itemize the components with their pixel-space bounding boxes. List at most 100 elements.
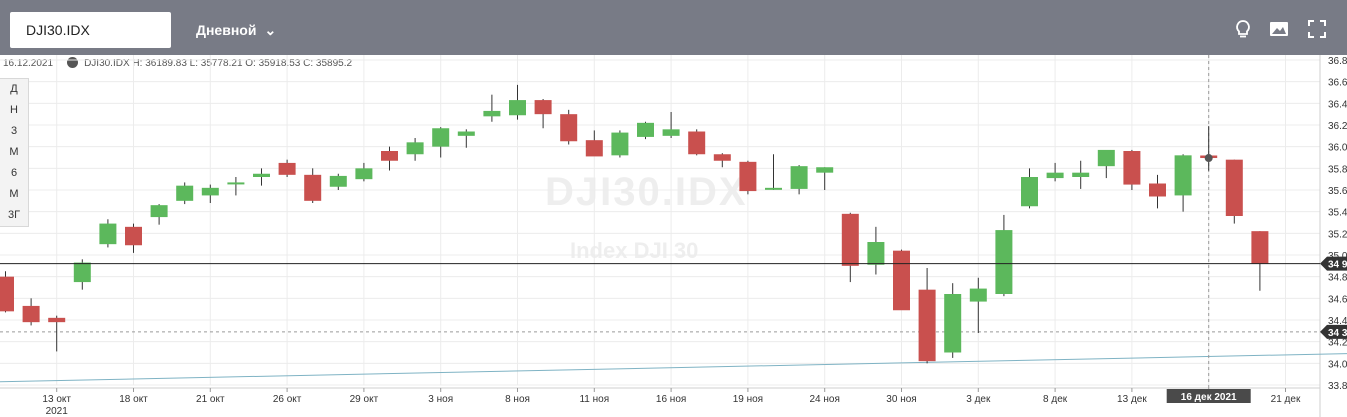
price-tick-label: 35.4 xyxy=(1328,208,1347,219)
candle-body-up[interactable] xyxy=(611,132,629,156)
price-tick-label: 36.0 xyxy=(1328,143,1347,154)
time-tick-label: 13 окт xyxy=(42,394,71,405)
candle-body-up[interactable] xyxy=(867,242,885,265)
price-tick-label: 36.6 xyxy=(1328,78,1347,89)
candle-body-up[interactable] xyxy=(1097,149,1115,167)
crosshair-date-badge xyxy=(1166,389,1251,403)
candle-body-up[interactable] xyxy=(99,223,117,245)
price-tick-label: 35.6 xyxy=(1328,186,1347,197)
time-tick-label: 8 ноя xyxy=(505,394,530,405)
time-tick-label: 18 окт xyxy=(119,394,148,405)
top-toolbar: DJI30.IDX Дневной ⌄ xyxy=(0,0,1347,55)
candle-body-down[interactable] xyxy=(841,213,859,266)
candle-body-up[interactable] xyxy=(432,128,450,147)
time-tick-label: 11 ноя xyxy=(579,394,609,405)
interval-dropdown[interactable]: Дневной ⌄ xyxy=(196,22,276,39)
time-tick-label: 26 окт xyxy=(273,394,302,405)
watermark-name: Index DJI 30 xyxy=(570,238,699,263)
candle-body-up[interactable] xyxy=(662,129,680,136)
candle-body-up[interactable] xyxy=(995,230,1013,294)
candle-body-up[interactable] xyxy=(176,185,194,201)
candle-body-down[interactable] xyxy=(1251,231,1269,264)
candle-body-down[interactable] xyxy=(713,154,731,161)
candle-body-down[interactable] xyxy=(893,250,910,311)
candle-body-down[interactable] xyxy=(1225,159,1243,216)
candle-body-up[interactable] xyxy=(765,187,782,190)
candle-body-down[interactable] xyxy=(278,162,296,175)
candle-body-down[interactable] xyxy=(585,140,603,157)
candle-body-up[interactable] xyxy=(816,167,834,173)
candle-body-down[interactable] xyxy=(918,289,936,362)
crosshair-date-label: 16 дек 2021 xyxy=(1181,392,1237,403)
price-tick-label: 35.0 xyxy=(1328,251,1347,262)
price-tick-label: 34.8 xyxy=(1328,273,1347,284)
trend-line[interactable] xyxy=(0,353,1347,383)
candle-body-down[interactable] xyxy=(688,131,706,155)
candle-body-down[interactable] xyxy=(560,114,578,142)
lower-price-label: 34 3 xyxy=(1328,328,1347,339)
year-label: 2021 xyxy=(46,406,69,417)
candlestick-chart[interactable]: 33.8 34.0 34.2 34.4 34.6 34.8 35.0 35.2 35.4 35.6… xyxy=(0,55,1347,417)
price-tick-label: 36.4 xyxy=(1328,99,1347,110)
candle-body-down[interactable] xyxy=(304,174,322,201)
period-button-6m-unit[interactable]: М xyxy=(9,188,19,200)
crosshair-dot xyxy=(1204,154,1213,163)
candle-body-down[interactable] xyxy=(0,276,14,312)
ohlc-info-line: 16.12.2021 DJI30.IDX H: 36189.83 L: 35778… xyxy=(3,57,352,69)
candle-body-up[interactable] xyxy=(483,110,501,117)
time-tick-label: 19 ноя xyxy=(733,394,763,405)
fullscreen-icon[interactable] xyxy=(1306,18,1328,40)
symbol-input[interactable]: DJI30.IDX xyxy=(10,12,171,48)
period-button-week[interactable]: Н xyxy=(10,104,18,116)
candle-body-up[interactable] xyxy=(1174,155,1192,196)
candle-body-up[interactable] xyxy=(1046,172,1064,179)
candle-body-down[interactable] xyxy=(22,305,40,323)
candle-body-down[interactable] xyxy=(534,100,552,115)
candle-body-up[interactable] xyxy=(637,122,654,137)
candle-body-up[interactable] xyxy=(1072,172,1090,177)
period-button-3m[interactable]: 3 xyxy=(10,125,18,137)
lightbulb-icon[interactable] xyxy=(1232,18,1254,40)
candle-body-up[interactable] xyxy=(969,288,987,302)
candle-body-up[interactable] xyxy=(227,182,245,185)
candle-body-down[interactable] xyxy=(48,317,66,323)
price-axis-background xyxy=(1320,55,1347,417)
price-tick-label: 34.4 xyxy=(1328,316,1347,327)
candle-body-up[interactable] xyxy=(150,205,168,218)
candle-body-down[interactable] xyxy=(1123,151,1141,185)
time-tick-label: 21 окт xyxy=(196,394,225,405)
candle-body-up[interactable] xyxy=(790,166,808,189)
time-tick-label: 16 ноя xyxy=(656,394,686,405)
period-button-3m-unit[interactable]: М xyxy=(9,146,19,158)
candle-body-up[interactable] xyxy=(1021,177,1038,207)
candle-body-down[interactable] xyxy=(381,151,398,161)
time-tick-label: 30 ноя xyxy=(886,394,916,405)
candle-body-up[interactable] xyxy=(944,294,962,353)
candle-body-down[interactable] xyxy=(1149,183,1166,197)
price-tick-label: 36.2 xyxy=(1328,121,1347,132)
candle-body-down[interactable] xyxy=(739,161,757,192)
period-button-6m[interactable]: 6 xyxy=(10,167,18,179)
candle-body-up[interactable] xyxy=(201,187,219,196)
price-tick-label: 35.8 xyxy=(1328,164,1347,175)
candle-body-up[interactable] xyxy=(355,168,373,180)
candle-body-up[interactable] xyxy=(406,142,424,155)
image-icon[interactable] xyxy=(1268,18,1290,40)
price-tick-label: 34.2 xyxy=(1328,338,1347,349)
legend-dot-icon xyxy=(67,57,79,68)
period-selector: Д Н 3 М 6 М 3Г xyxy=(0,78,29,227)
candle-body-up[interactable] xyxy=(73,262,91,283)
period-button-day[interactable]: Д xyxy=(10,83,18,95)
info-date: 16.12.2021 xyxy=(3,58,54,69)
time-tick-label: 3 ноя xyxy=(428,394,453,405)
candle-body-up[interactable] xyxy=(457,131,475,136)
time-tick-label: 21 дек xyxy=(1271,394,1301,405)
candle-body-down[interactable] xyxy=(125,226,142,246)
interval-label: Дневной xyxy=(196,22,257,38)
candle-body-up[interactable] xyxy=(253,173,270,177)
price-tick-label: 33.8 xyxy=(1328,381,1347,392)
candle-body-up[interactable] xyxy=(509,100,526,116)
period-button-3y[interactable]: 3Г xyxy=(7,209,21,221)
chevron-down-icon: ⌄ xyxy=(264,22,277,38)
candle-body-up[interactable] xyxy=(329,175,347,187)
